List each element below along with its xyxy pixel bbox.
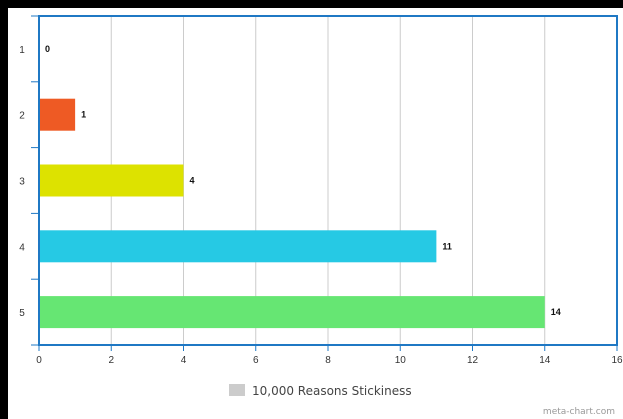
chart-panel — [8, 8, 623, 419]
data-label: 1 — [81, 110, 86, 120]
credit-text: meta-chart.com — [543, 407, 615, 417]
axis-labels: 0 2 4 6 8 10 12 14 161 02 13 44 115 14 — [19, 44, 623, 366]
data-label: 14 — [551, 307, 561, 317]
bars — [39, 98, 545, 329]
x-tick-label: 14 — [539, 355, 551, 366]
bar-4 — [39, 230, 437, 263]
bar-5 — [39, 296, 545, 329]
x-tick-label: 8 — [325, 355, 331, 366]
x-tick-label: 16 — [611, 355, 623, 366]
y-tick-label: 4 — [19, 242, 25, 253]
x-tick-label: 2 — [108, 355, 114, 366]
data-label: 0 — [45, 44, 50, 54]
y-tick-label: 2 — [19, 111, 25, 122]
y-tick-label: 5 — [19, 308, 25, 319]
y-tick-label: 1 — [19, 45, 25, 56]
x-tick-label: 6 — [253, 355, 259, 366]
axis-ticks — [31, 15, 618, 351]
data-label: 11 — [442, 241, 452, 251]
data-label: 4 — [190, 176, 195, 186]
legend-swatch — [229, 384, 245, 396]
x-tick-label: 10 — [395, 355, 407, 366]
y-tick-label: 3 — [19, 177, 25, 188]
x-tick-label: 4 — [181, 355, 187, 366]
legend: 10,000 Reasons Stickiness — [229, 384, 412, 398]
x-tick-label: 0 — [36, 355, 42, 366]
legend-label: 10,000 Reasons Stickiness — [252, 384, 412, 398]
x-tick-label: 12 — [467, 355, 479, 366]
bar-2 — [39, 98, 76, 131]
bar-3 — [39, 164, 184, 197]
